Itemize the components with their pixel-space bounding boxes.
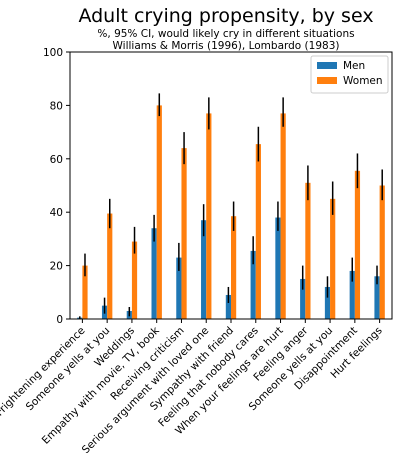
legend-swatch-men: [317, 62, 337, 69]
bar-women-7: [255, 144, 261, 319]
chart-subtitle-line-2: Williams & Morris (1996), Lombardo (1983…: [113, 40, 340, 52]
bar-women-11: [354, 170, 361, 319]
bar-women-1: [107, 213, 113, 319]
bar-men-6: [225, 294, 231, 319]
bar-men-3: [151, 228, 157, 319]
bar-women-10: [330, 198, 336, 319]
y-tick-label-20: 20: [50, 261, 63, 273]
bar-women-8: [280, 113, 286, 319]
legend-swatch-women: [317, 77, 337, 84]
bar-women-0: [82, 265, 88, 319]
bar-women-12: [379, 185, 385, 319]
chart-subtitle-line-1: %, 95% CI, would likely cry in different…: [97, 28, 354, 40]
y-tick-label-100: 100: [43, 47, 63, 59]
legend-label-men: Men: [343, 60, 365, 72]
bar-women-3: [156, 105, 162, 320]
legend-label-women: Women: [343, 75, 383, 87]
y-tick-label-40: 40: [50, 207, 63, 219]
bar-women-9: [305, 182, 311, 319]
bar-women-4: [181, 148, 187, 319]
bar-men-8: [275, 217, 281, 319]
y-tick-label-80: 80: [50, 100, 63, 112]
bar-men-12: [374, 276, 380, 319]
chart-title: Adult crying propensity, by sex: [78, 5, 373, 27]
bar-women-5: [206, 113, 212, 319]
bar-men-11: [349, 270, 355, 319]
bar-men-10: [324, 286, 331, 319]
bar-women-2: [131, 241, 138, 319]
bar-men-4: [176, 257, 182, 319]
y-tick-label-60: 60: [50, 154, 63, 166]
bar-men-7: [250, 250, 256, 319]
bar-women-6: [231, 216, 237, 319]
bar-men-5: [201, 220, 207, 319]
bar-men-9: [300, 278, 306, 319]
y-tick-label-0: 0: [56, 314, 63, 326]
